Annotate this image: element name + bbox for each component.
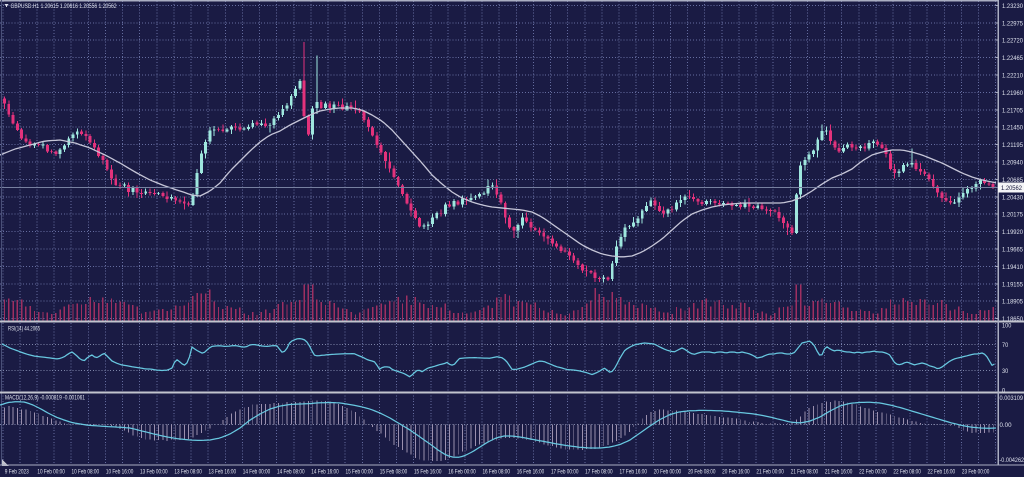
svg-text:17 Feb 16:00: 17 Feb 16:00 [619, 469, 647, 476]
svg-text:20 Feb 08:00: 20 Feb 08:00 [688, 469, 716, 476]
svg-text:14 Feb 08:00: 14 Feb 08:00 [277, 469, 305, 476]
svg-text:1.20940: 1.20940 [1002, 160, 1023, 167]
svg-text:1.21705: 1.21705 [1002, 107, 1023, 114]
svg-text:1.22975: 1.22975 [1002, 20, 1023, 27]
svg-text:10 Feb 00:00: 10 Feb 00:00 [37, 469, 65, 476]
svg-text:17 Feb 00:00: 17 Feb 00:00 [551, 469, 579, 476]
svg-text:1.19155: 1.19155 [1002, 281, 1023, 288]
svg-text:1.22465: 1.22465 [1002, 55, 1023, 62]
svg-text:1.18650: 1.18650 [1002, 316, 1023, 323]
svg-text:1.23230: 1.23230 [1002, 3, 1023, 10]
svg-text:15 Feb 08:00: 15 Feb 08:00 [380, 469, 408, 476]
svg-text:14 Feb 00:00: 14 Feb 00:00 [243, 469, 271, 476]
svg-text:1.21960: 1.21960 [1002, 90, 1023, 97]
svg-text:20 Feb 00:00: 20 Feb 00:00 [654, 469, 682, 476]
svg-text:1.20685: 1.20685 [1002, 177, 1023, 184]
svg-text:10 Feb 16:00: 10 Feb 16:00 [106, 469, 134, 476]
svg-text:13 Feb 16:00: 13 Feb 16:00 [209, 469, 237, 476]
svg-text:1.20175: 1.20175 [1002, 212, 1023, 219]
svg-text:-0.004262: -0.004262 [1000, 457, 1024, 464]
svg-text:1.19410: 1.19410 [1002, 264, 1023, 271]
svg-text:1.21195: 1.21195 [1002, 142, 1023, 149]
svg-text:22 Feb 08:00: 22 Feb 08:00 [893, 469, 921, 476]
svg-text:16 Feb 16:00: 16 Feb 16:00 [517, 469, 545, 476]
svg-text:1.22720: 1.22720 [1002, 38, 1023, 45]
svg-text:0.003109: 0.003109 [1000, 395, 1024, 402]
svg-text:22 Feb 00:00: 22 Feb 00:00 [859, 469, 887, 476]
svg-text:GBPUSD.H1 1.20615 1.20616 1.2: GBPUSD.H1 1.20615 1.20616 1.20556 1.2056… [11, 3, 117, 10]
svg-text:20 Feb 16:00: 20 Feb 16:00 [722, 469, 750, 476]
svg-text:1.19920: 1.19920 [1002, 229, 1023, 236]
svg-text:22 Feb 16:00: 22 Feb 16:00 [928, 469, 956, 476]
svg-text:13 Feb 00:00: 13 Feb 00:00 [140, 469, 168, 476]
svg-text:23 Feb 00:00: 23 Feb 00:00 [962, 469, 990, 476]
svg-text:9 Feb 2023: 9 Feb 2023 [5, 469, 29, 476]
svg-text:MACD(12,26,9) -0.000819 -0.001: MACD(12,26,9) -0.000819 -0.001061 [5, 395, 85, 402]
svg-text:15 Feb 00:00: 15 Feb 00:00 [346, 469, 374, 476]
svg-text:1.20430: 1.20430 [1002, 194, 1023, 201]
svg-text:15 Feb 16:00: 15 Feb 16:00 [414, 469, 442, 476]
svg-text:21 Feb 08:00: 21 Feb 08:00 [791, 469, 819, 476]
svg-text:21 Feb 00:00: 21 Feb 00:00 [756, 469, 784, 476]
svg-text:0.00: 0.00 [1000, 422, 1012, 429]
svg-text:30: 30 [1002, 368, 1009, 375]
svg-text:100: 100 [1002, 323, 1012, 330]
svg-text:RSI(14) 44.2065: RSI(14) 44.2065 [8, 326, 40, 333]
svg-text:1.21450: 1.21450 [1002, 125, 1023, 132]
svg-text:17 Feb 08:00: 17 Feb 08:00 [585, 469, 613, 476]
svg-text:13 Feb 08:00: 13 Feb 08:00 [174, 469, 202, 476]
svg-text:21 Feb 16:00: 21 Feb 16:00 [825, 469, 853, 476]
svg-text:14 Feb 16:00: 14 Feb 16:00 [311, 469, 339, 476]
svg-text:16 Feb 00:00: 16 Feb 00:00 [448, 469, 476, 476]
svg-text:70: 70 [1002, 342, 1009, 349]
svg-text:1.22210: 1.22210 [1002, 73, 1023, 80]
svg-text:16 Feb 08:00: 16 Feb 08:00 [482, 469, 510, 476]
svg-text:1.19665: 1.19665 [1002, 247, 1023, 254]
svg-text:0: 0 [1002, 388, 1005, 395]
svg-text:10 Feb 08:00: 10 Feb 08:00 [72, 469, 100, 476]
svg-text:1.18905: 1.18905 [1002, 299, 1023, 306]
svg-text:1.20562: 1.20562 [1001, 185, 1022, 192]
